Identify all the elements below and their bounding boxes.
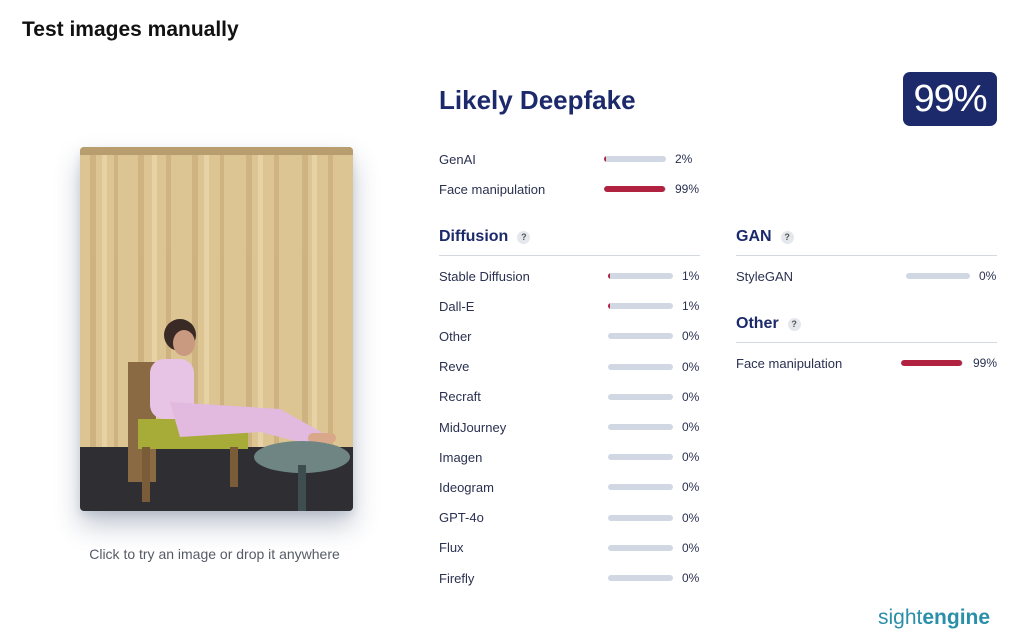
score-bar-fill xyxy=(604,156,606,162)
score-percent: 0% xyxy=(682,480,700,495)
help-icon[interactable]: ? xyxy=(787,317,801,331)
score-row-label: GPT-4o xyxy=(439,510,484,526)
score-percent: 2% xyxy=(675,152,693,166)
verdict-title: Likely Deepfake xyxy=(439,85,636,115)
section-divider xyxy=(439,255,700,256)
section-title-text: GAN xyxy=(736,228,772,245)
score-bar xyxy=(608,454,673,461)
score-row-label: GenAI xyxy=(439,151,476,167)
score-percent: 0% xyxy=(979,269,997,283)
uploaded-photo xyxy=(80,147,353,511)
section-divider xyxy=(736,255,997,256)
score-percent: 1% xyxy=(682,269,700,283)
score-bar xyxy=(604,186,666,192)
score-row-label: Flux xyxy=(439,540,464,556)
score-percent: 0% xyxy=(682,510,700,525)
score-bar xyxy=(901,360,963,366)
page-title: Test images manually xyxy=(22,18,239,41)
score-badge: 99% xyxy=(903,72,997,126)
score-percent: 0% xyxy=(682,359,700,374)
section-title-text: Other xyxy=(736,315,779,332)
score-row-label: MidJourney xyxy=(439,419,507,435)
score-bar-fill xyxy=(901,360,962,366)
score-percent: 0% xyxy=(682,450,700,465)
score-bar-fill xyxy=(608,303,610,310)
section-title-diffusion: Diffusion? xyxy=(439,228,531,246)
section-title-gan: GAN? xyxy=(736,228,794,246)
brand-logo: sightengine xyxy=(878,606,991,629)
uploaded-image-dropzone[interactable] xyxy=(80,147,353,511)
score-bar xyxy=(608,303,673,310)
score-row-label: Face manipulation xyxy=(439,181,546,197)
score-bar xyxy=(608,484,673,491)
score-row-label: Face manipulation xyxy=(736,355,843,371)
section-title-other: Other? xyxy=(736,315,801,333)
score-bar xyxy=(608,514,673,521)
score-percent: 0% xyxy=(682,389,700,404)
score-row-label: StyleGAN xyxy=(736,268,794,284)
score-bar xyxy=(608,333,673,340)
score-bar xyxy=(608,273,673,279)
score-percent: 99% xyxy=(973,356,998,370)
score-percent: 99% xyxy=(675,182,700,196)
help-icon[interactable]: ? xyxy=(517,230,531,244)
score-row-label: Other xyxy=(439,328,472,344)
score-row-label: Ideogram xyxy=(439,479,494,495)
score-bar xyxy=(604,156,666,162)
score-bar-fill xyxy=(604,186,665,192)
score-row-label: Reve xyxy=(439,359,470,375)
section-title-text: Diffusion xyxy=(439,228,509,245)
score-bar xyxy=(608,363,673,370)
score-percent: 0% xyxy=(682,540,700,555)
score-bar xyxy=(608,544,673,551)
score-percent: 0% xyxy=(682,329,700,344)
score-percent: 1% xyxy=(682,299,700,314)
score-percent: 0% xyxy=(682,420,700,434)
score-bar xyxy=(906,273,970,279)
score-bar xyxy=(608,393,673,400)
score-row-label: Imagen xyxy=(439,449,483,465)
score-row-label: Stable Diffusion xyxy=(439,268,530,284)
score-row-label: Recraft xyxy=(439,389,481,405)
upload-hint: Click to try an image or drop it anywher… xyxy=(89,546,340,562)
score-bar-fill xyxy=(608,273,610,279)
section-divider xyxy=(736,342,997,343)
score-bar xyxy=(608,575,673,581)
score-bar xyxy=(608,424,673,430)
score-row-label: Dall-E xyxy=(439,298,475,314)
score-percent: 0% xyxy=(682,571,700,585)
help-icon[interactable]: ? xyxy=(780,230,794,244)
score-row-label: Firefly xyxy=(439,570,475,586)
